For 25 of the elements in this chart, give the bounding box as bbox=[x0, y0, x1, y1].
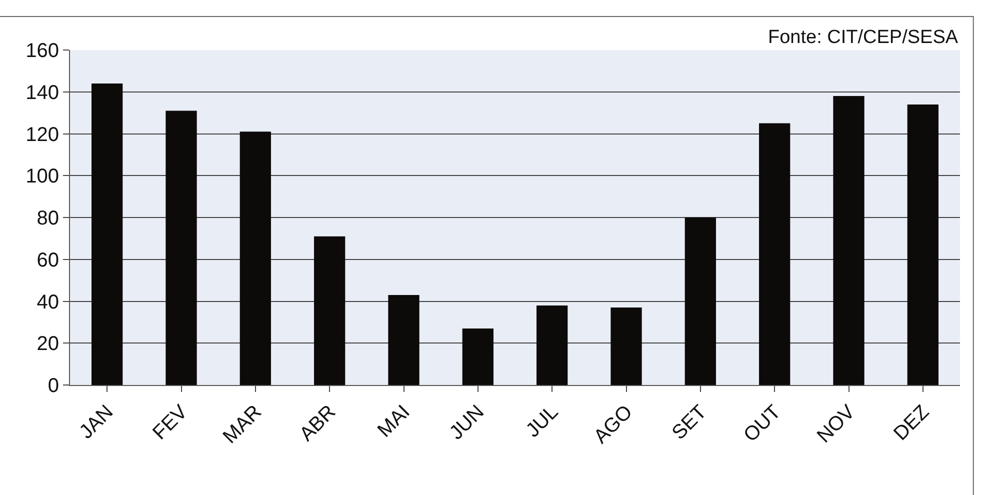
bar bbox=[314, 236, 346, 385]
y-tick-label: 100 bbox=[26, 166, 59, 188]
x-tick-label: JUL bbox=[522, 401, 563, 442]
y-tick-label: 20 bbox=[36, 333, 59, 356]
y-tick-label: 60 bbox=[36, 249, 59, 272]
bar bbox=[536, 305, 568, 385]
y-tick-label: 120 bbox=[26, 124, 59, 146]
source-note: Fonte: CIT/CEP/SESA bbox=[768, 27, 958, 48]
bar bbox=[92, 84, 123, 385]
x-tick-label: JAN bbox=[75, 401, 118, 444]
bar bbox=[166, 110, 197, 385]
y-tick-label: 80 bbox=[36, 208, 59, 230]
bar bbox=[759, 123, 790, 385]
bar bbox=[684, 218, 716, 385]
bar bbox=[907, 104, 938, 385]
bar bbox=[388, 294, 420, 385]
bar bbox=[610, 308, 642, 385]
x-tick-label: MAI bbox=[374, 401, 414, 442]
bar bbox=[240, 132, 271, 385]
y-tick-label: 40 bbox=[36, 291, 59, 314]
y-tick-label: 160 bbox=[26, 40, 59, 62]
bar bbox=[462, 328, 494, 385]
y-tick-label: 140 bbox=[26, 82, 59, 104]
bar bbox=[833, 96, 864, 385]
y-tick-label: 0 bbox=[48, 375, 59, 397]
